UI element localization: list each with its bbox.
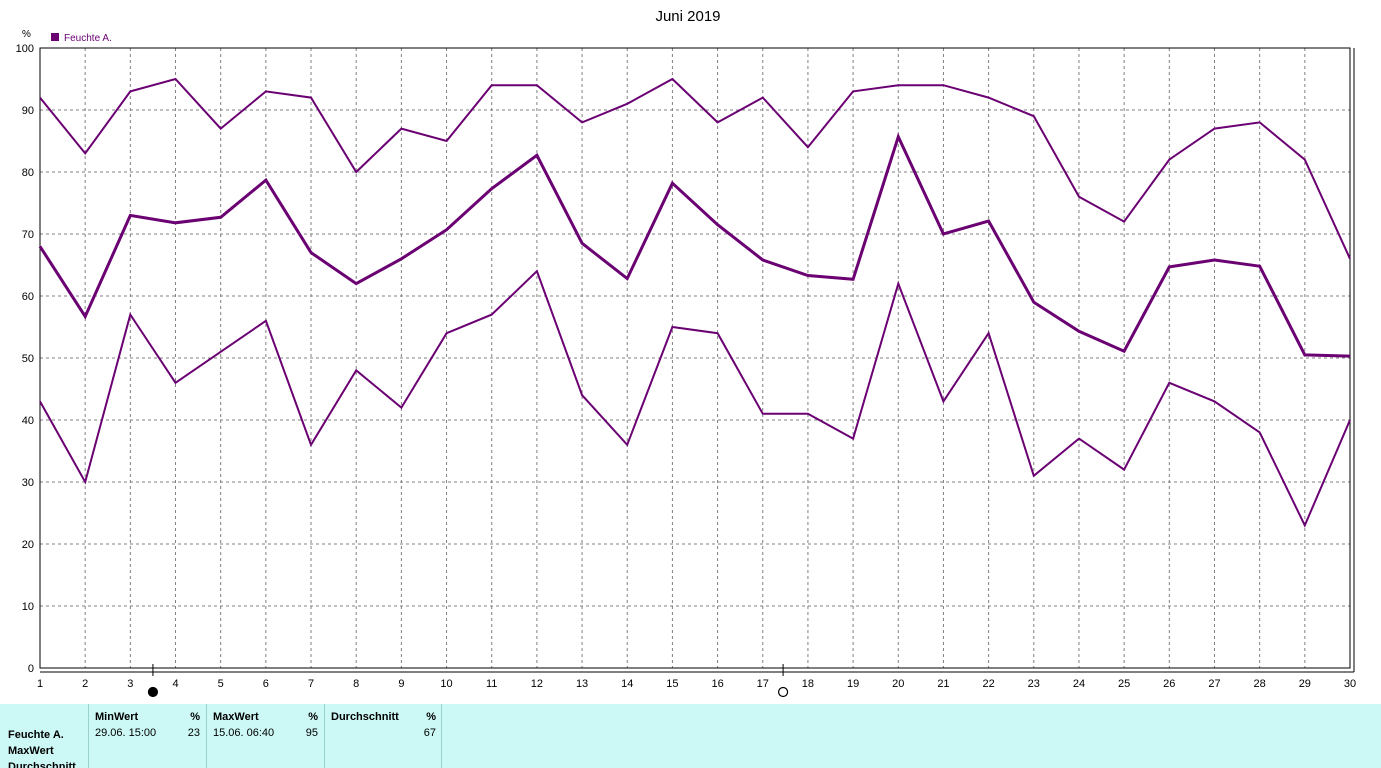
x-tick-label: 29	[1299, 678, 1311, 690]
x-tick-label: 9	[398, 678, 404, 690]
x-tick-label: 30	[1344, 678, 1356, 690]
x-tick-label: 2	[82, 678, 88, 690]
x-tick-label: 1	[37, 678, 43, 690]
legend-label: Feuchte A.	[64, 33, 112, 44]
y-tick-label: 90	[22, 105, 34, 117]
y-tick-label: 40	[22, 415, 34, 427]
y-tick-label: 60	[22, 291, 34, 303]
statistics-panel: Feuchte A. MaxWert Durchschnitt MinWert …	[0, 704, 1381, 768]
series-layer	[38, 77, 1351, 528]
y-tick-label: 20	[22, 539, 34, 551]
y-tick-label: 80	[22, 167, 34, 179]
max-unit: %	[308, 711, 318, 723]
humidity-chart: Juni 2019 % Feuchte A. 1 2 3 4 5 6 7 8 9 10 11 12 13…	[16, 8, 1356, 698]
x-tick-label: 16	[711, 678, 723, 690]
y-tick-label: 50	[22, 353, 34, 365]
y-tick-label: 30	[22, 477, 34, 489]
x-tick-label: 10	[440, 678, 452, 690]
stats-row-sensor: Feuchte A.	[8, 729, 64, 741]
y-tick-label: 70	[22, 229, 34, 241]
avg-header: Durchschnitt	[331, 711, 399, 723]
series-line-avg	[38, 132, 1351, 358]
stats-min-column: MinWert % 29.06. 15:00 23	[88, 704, 206, 768]
series-line-min	[39, 269, 1351, 528]
x-tick-label: 8	[353, 678, 359, 690]
min-unit: %	[190, 711, 200, 723]
stats-avg-column: Durchschnitt % 67	[324, 704, 442, 768]
x-tick-label: 28	[1254, 678, 1266, 690]
min-timestamp: 29.06. 15:00	[95, 727, 157, 739]
plot-frame	[39, 47, 1351, 669]
chart-title: Juni 2019	[655, 8, 720, 25]
legend-swatch	[51, 33, 59, 41]
x-tick-label: 4	[172, 678, 178, 690]
x-tick-label: 6	[263, 678, 269, 690]
max-timestamp: 15.06. 06:40	[213, 727, 275, 739]
x-tick-label: 17	[757, 678, 769, 690]
x-tick-label: 7	[308, 678, 314, 690]
x-tick-label: 27	[1208, 678, 1220, 690]
x-tick-label: 18	[802, 678, 814, 690]
y-tick-label: 0	[28, 663, 34, 675]
min-header: MinWert	[95, 711, 139, 723]
grid-layer	[40, 48, 1350, 668]
stats-row-max: MaxWert	[8, 745, 54, 757]
x-tick-label: 23	[1028, 678, 1040, 690]
tick-label-layer: 1 2 3 4 5 6 7 8 9 10 11 12 13 14 15 16 17 18 19 20 21 22 23 24 2…	[16, 43, 1356, 690]
x-tick-label: 11	[486, 678, 497, 690]
y-tick-label: 10	[22, 601, 34, 613]
y-tick-label: 100	[16, 43, 34, 55]
x-tick-label: 22	[982, 678, 994, 690]
stats-max-column: MaxWert % 15.06. 06:40 95	[206, 704, 324, 768]
avg-value: 67	[423, 727, 436, 739]
x-tick-label: 20	[892, 678, 904, 690]
x-tick-label: 19	[847, 678, 859, 690]
min-value: 23	[187, 727, 200, 739]
x-tick-label: 25	[1118, 678, 1130, 690]
x-tick-label: 3	[127, 678, 133, 690]
stats-row-labels: Feuchte A. MaxWert Durchschnitt	[8, 727, 76, 768]
x-tick-label: 26	[1163, 678, 1175, 690]
stats-row-avg: Durchschnitt	[8, 761, 76, 768]
x-tick-label: 12	[531, 678, 543, 690]
moon-phase-layer	[147, 664, 789, 698]
max-header: MaxWert	[213, 711, 259, 723]
series-line-max	[39, 77, 1351, 260]
full-moon-icon	[777, 686, 789, 698]
x-tick-label: 14	[621, 678, 633, 690]
y-axis-unit: %	[22, 29, 31, 40]
x-tick-label: 5	[218, 678, 224, 690]
avg-unit: %	[426, 711, 436, 723]
new-moon-icon	[147, 686, 159, 698]
x-tick-label: 21	[937, 678, 949, 690]
x-tick-label: 13	[576, 678, 588, 690]
max-value: 95	[305, 727, 318, 739]
x-tick-label: 15	[666, 678, 678, 690]
stats-column-end	[441, 704, 442, 768]
x-tick-label: 24	[1073, 678, 1085, 690]
